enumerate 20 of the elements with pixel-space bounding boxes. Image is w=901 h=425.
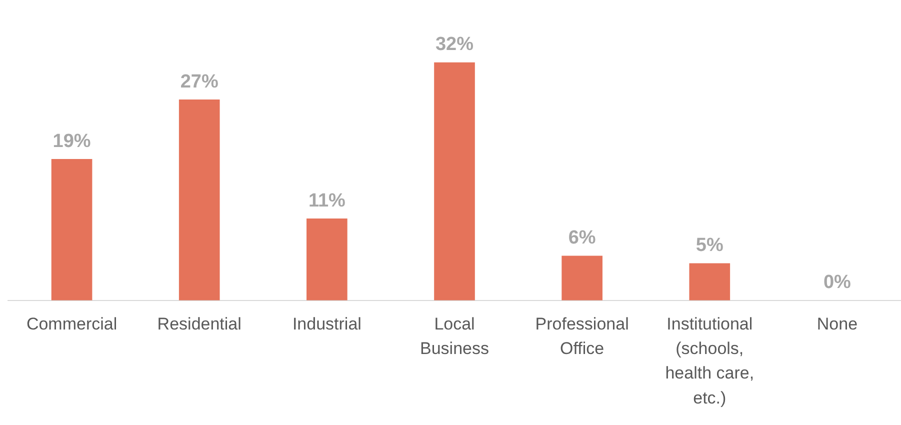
bar (689, 263, 730, 300)
bar (51, 159, 92, 300)
bar (306, 218, 348, 300)
bar (178, 100, 220, 300)
data-label: 0% (823, 272, 852, 294)
bar (562, 256, 602, 300)
x-tick-label: Industrial (292, 314, 362, 334)
x-tick-label: Professional Office (535, 314, 629, 358)
x-tick-label: Local Business (420, 314, 489, 358)
x-tick-label: Residential (157, 314, 242, 334)
data-label: 27% (180, 71, 218, 92)
x-tick-label: None (816, 314, 858, 334)
bar (434, 62, 475, 300)
x-tick-label: Institutional (schools, health care, etc.) (665, 314, 754, 408)
data-label: 6% (568, 227, 596, 248)
x-tick-label: Commercial (26, 314, 118, 334)
data-label: 32% (435, 34, 474, 56)
data-label: 11% (308, 190, 346, 212)
data-label: 19% (52, 130, 91, 152)
data-label: 5% (696, 234, 724, 256)
